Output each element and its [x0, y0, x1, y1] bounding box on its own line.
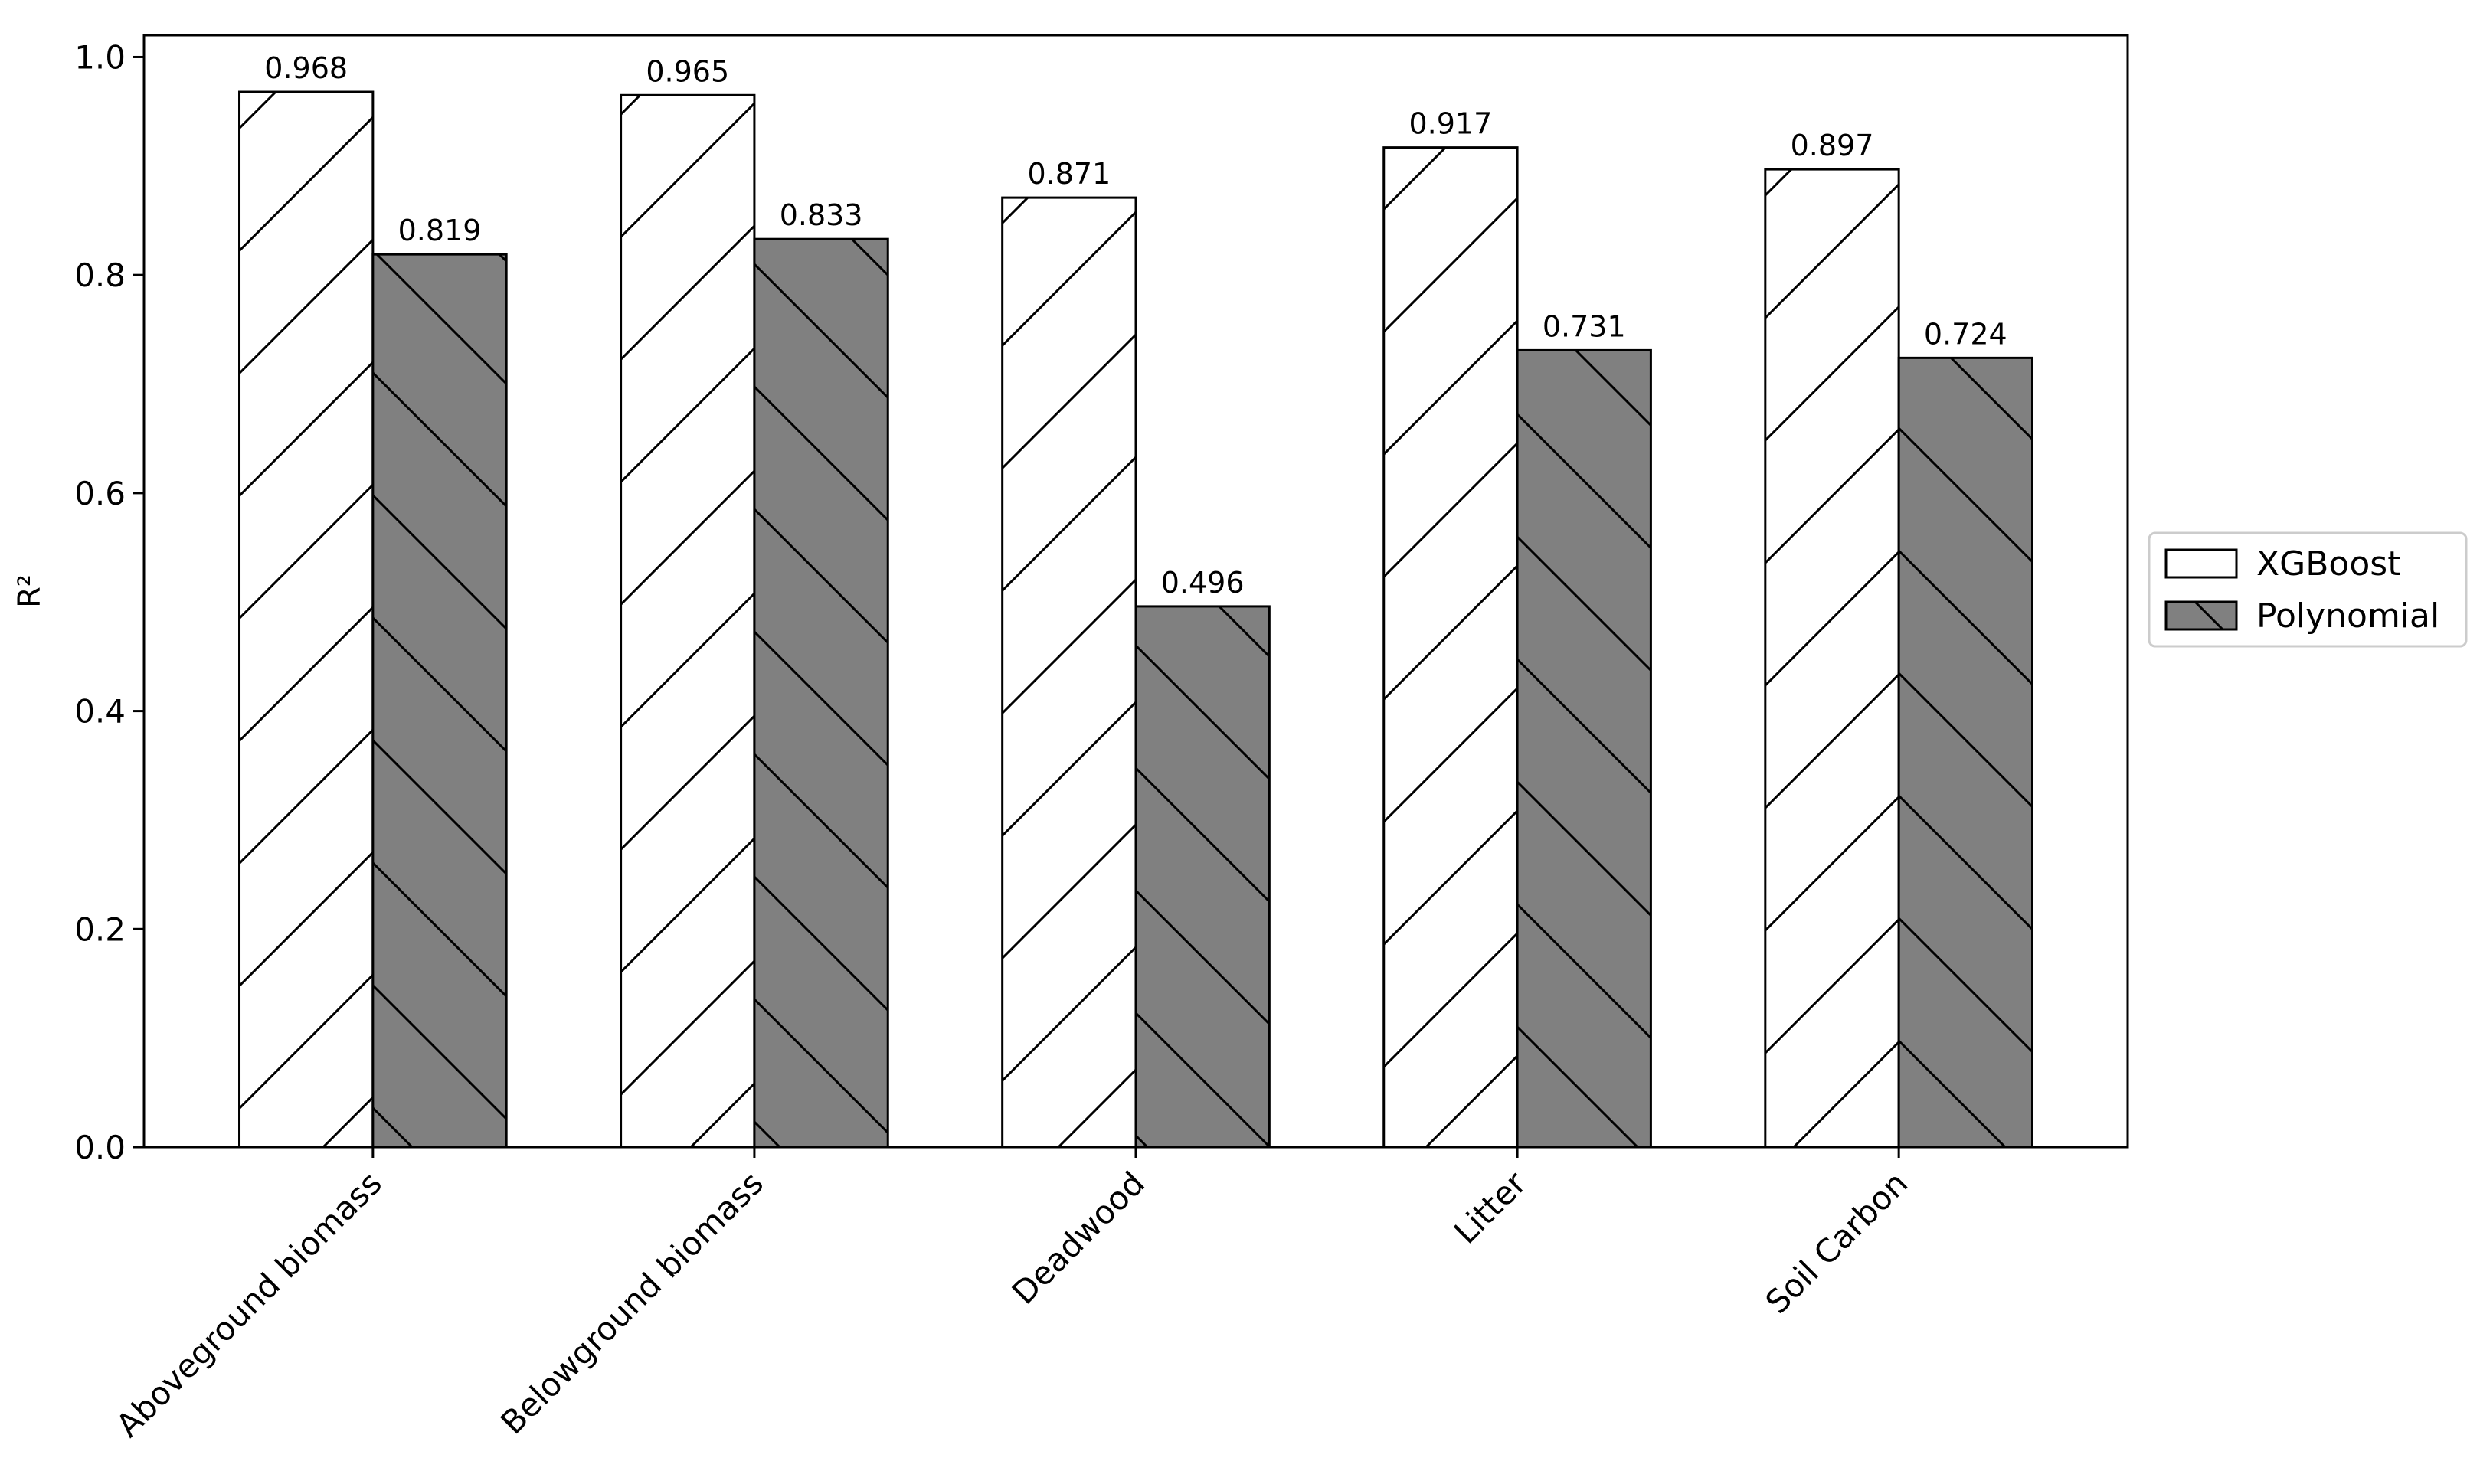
data-label-xgboost-aboveground-biomass: 0.968	[264, 51, 348, 85]
bar-polynomial-aboveground-biomass	[371, 253, 508, 1149]
bar-hatch	[1134, 605, 1271, 1149]
bar-hatch	[371, 253, 508, 1149]
data-label-polynomial-deadwood: 0.496	[1161, 566, 1245, 600]
value-labels-layer: 0.968 0.965 0.871 0.917 0.897 0.819 0.833 0.496…	[264, 51, 2007, 600]
y-tick-label: 0.4	[74, 693, 126, 731]
bar-hatch	[1516, 348, 1652, 1149]
bar-hatch	[1001, 196, 1137, 1149]
x-axis: Aboveground biomass Belowground biomass De…	[109, 1147, 1915, 1444]
bar-hatch	[620, 93, 756, 1149]
bar-polynomial-deadwood	[1134, 605, 1271, 1149]
bar-hatch	[1764, 168, 1900, 1149]
y-tick-label: 0.8	[74, 257, 126, 294]
y-tick-label: 1.0	[74, 38, 126, 76]
bar-xgboost-aboveground-biomass	[238, 90, 375, 1149]
data-label-xgboost-deadwood: 0.871	[1027, 157, 1111, 191]
legend-swatch-polynomial	[2164, 600, 2238, 631]
legend: XGBoost Polynomial	[2148, 531, 2468, 648]
y-tick-label: 0.0	[74, 1129, 126, 1166]
y-axis: 0.0 0.2 0.4 0.6 0.8 1.0	[74, 38, 144, 1166]
data-label-polynomial-aboveground-biomass: 0.819	[398, 214, 482, 247]
bar-xgboost-belowground-biomass	[620, 93, 756, 1149]
y-axis-title: R²	[12, 574, 47, 608]
data-label-polynomial-litter: 0.731	[1543, 309, 1626, 343]
legend-label-polynomial: Polynomial	[2256, 597, 2439, 636]
bar-hatch	[753, 237, 889, 1149]
data-label-polynomial-belowground-biomass: 0.833	[780, 198, 863, 232]
bar-polynomial-soil-carbon	[1897, 356, 2033, 1149]
y-tick-label: 0.6	[74, 475, 126, 512]
bar-polynomial-belowground-biomass	[753, 237, 889, 1149]
bar-xgboost-deadwood	[1001, 196, 1137, 1149]
bar-polynomial-litter	[1516, 348, 1652, 1149]
swatch-hatch	[2164, 600, 2238, 631]
bar-hatch	[238, 90, 375, 1149]
x-tick-label: Litter	[1447, 1164, 1534, 1251]
bars-layer	[238, 90, 2033, 1149]
legend-label-xgboost: XGBoost	[2256, 544, 2400, 583]
y-tick-label: 0.2	[74, 910, 126, 948]
swatch-hatch	[2164, 548, 2238, 579]
bar-xgboost-soil-carbon	[1764, 168, 1900, 1149]
bar-hatch	[1382, 146, 1519, 1149]
data-label-xgboost-soil-carbon: 0.897	[1791, 129, 1874, 162]
bar-hatch	[1897, 356, 2033, 1149]
bar-xgboost-litter	[1382, 146, 1519, 1149]
x-tick-label: Soil Carbon	[1759, 1164, 1916, 1321]
data-label-polynomial-soil-carbon: 0.724	[1924, 317, 2007, 351]
x-tick-label: Aboveground biomass	[109, 1164, 389, 1444]
data-label-xgboost-belowground-biomass: 0.965	[646, 54, 729, 88]
data-label-xgboost-litter: 0.917	[1409, 107, 1493, 141]
x-tick-label: Belowground biomass	[493, 1164, 771, 1441]
legend-swatch-xgboost	[2164, 548, 2238, 579]
x-tick-label: Deadwood	[1005, 1164, 1152, 1311]
